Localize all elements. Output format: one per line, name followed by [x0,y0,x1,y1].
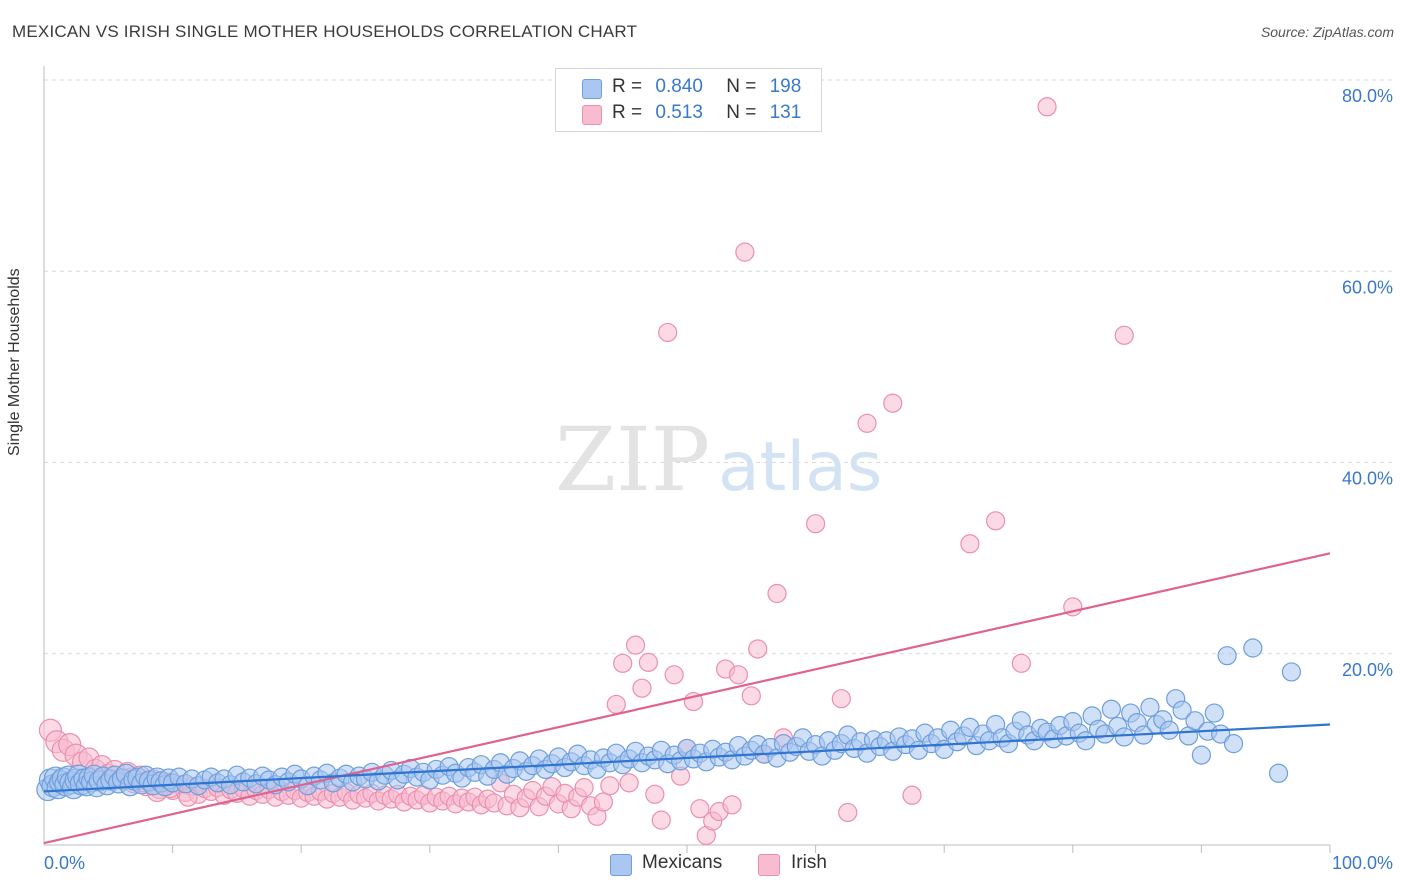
irish-point [664,665,684,685]
mexicans-point [1217,646,1237,666]
irish-point [831,689,851,709]
irish-point [658,322,678,343]
irish-point [593,792,614,812]
irish-point [619,773,639,793]
legend-r-value: 0.513 [655,102,703,123]
tick-labels: 20.0% 40.0% 60.0% 80.0% 0.0% 100.0% [44,86,1393,873]
watermark-zip: ZIP [555,408,710,511]
x-tick-label: 100.0% [1332,853,1393,873]
irish-point [883,393,903,413]
mexicans-swatch [582,79,602,99]
trendlines [43,552,1331,845]
mexicans-point [1204,703,1224,723]
mexicans-legend-label: Mexicans [642,852,723,873]
mexicans-point [1185,711,1205,731]
axes [43,66,1331,853]
irish-legend-swatch [758,854,780,876]
irish-point [857,413,877,433]
irish-trendline [43,552,1331,845]
irish-point [960,534,980,554]
irish-point [574,778,594,798]
irish-point [1114,325,1134,345]
legend-n-value: 198 [769,76,802,97]
irish-point [728,665,749,685]
mexicans-point [1281,662,1302,682]
mexicans-point [1191,745,1212,765]
irish-legend-label: Irish [791,852,827,873]
irish-point [748,639,768,659]
watermark-atlas: atlas [718,428,882,507]
mexicans-trendline [43,723,1331,793]
mexicans-point [1223,734,1244,754]
correlation-legend: R = 0.840 N = 198 R = 0.513 N = 131 [555,68,822,132]
y-tick-label: 40.0% [1342,469,1393,489]
mexicans-point [1268,763,1289,783]
y-tick-label: 80.0% [1342,86,1393,106]
irish-point [606,694,626,715]
mexicans-legend-swatch [610,854,632,876]
irish-swatch [582,105,602,125]
y-tick-label: 20.0% [1342,660,1393,680]
irish-point [902,785,922,805]
source-credit: Source: ZipAtlas.com [1260,24,1394,40]
irish-point [638,652,659,672]
mexicans-point [1140,697,1160,717]
irish-point [986,511,1006,531]
irish-point [838,802,858,823]
irish-point [741,686,761,706]
irish-point [722,795,742,815]
irish-point [645,784,665,804]
irish-point [600,776,620,796]
x-tick-label: 0.0% [44,853,85,873]
legend-n-label: N = [726,76,757,97]
legend-r-label: R = [612,102,643,123]
irish-point [805,514,826,534]
y-tick-label: 60.0% [1342,277,1393,297]
irish-point [625,635,646,655]
irish-point [632,678,652,698]
irish-point [767,583,787,604]
irish-point [1037,97,1057,117]
irish-point [613,653,633,673]
mexicans-point [1114,727,1134,747]
mexicans-point [1159,720,1179,740]
irish-point [690,799,710,819]
mexicans-point [1172,700,1192,720]
mexicans-point [1243,638,1263,658]
mexicans-point [1101,699,1121,719]
irish-point [735,242,755,262]
gridlines [44,79,1392,655]
legend-n-value: 131 [769,102,802,123]
legend-r-label: R = [612,76,643,97]
legend-n-label: N = [726,102,757,123]
irish-point [651,810,671,830]
irish-point [1011,653,1031,673]
legend-r-value: 0.840 [655,76,703,97]
mexicans-points [36,638,1302,802]
chart-title: MEXICAN VS IRISH SINGLE MOTHER HOUSEHOLD… [12,22,638,41]
